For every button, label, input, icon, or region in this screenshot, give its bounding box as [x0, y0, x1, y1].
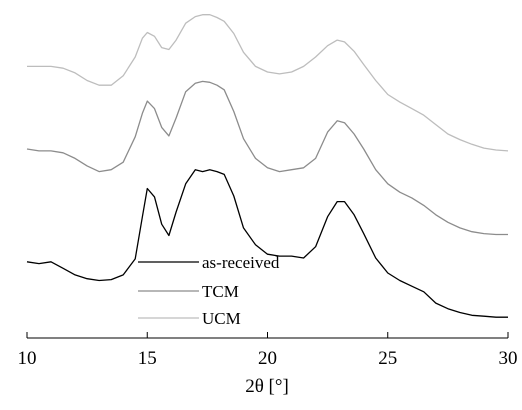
x-tick-label-10: 10	[18, 348, 37, 369]
series-line-ucm	[27, 14, 509, 152]
x-axis: 10 15 20 25 30 2θ [°]	[18, 332, 518, 397]
series-line-as-received	[26, 169, 508, 318]
x-tick-label-20: 20	[258, 348, 277, 369]
legend-label-tcm: TCM	[202, 282, 239, 301]
x-tick-label-25: 25	[378, 348, 397, 369]
x-tick-label-30: 30	[499, 348, 518, 369]
x-tick-layer: 10 15 20 25 30	[18, 332, 518, 369]
series-layer	[26, 14, 509, 318]
series-line-tcm	[26, 80, 508, 236]
x-axis-title: 2θ [°]	[245, 376, 289, 397]
legend: as-received TCM UCM	[138, 253, 280, 328]
legend-label-ucm: UCM	[202, 309, 241, 328]
legend-label-as-received: as-received	[202, 253, 280, 272]
x-tick-label-15: 15	[138, 348, 157, 369]
